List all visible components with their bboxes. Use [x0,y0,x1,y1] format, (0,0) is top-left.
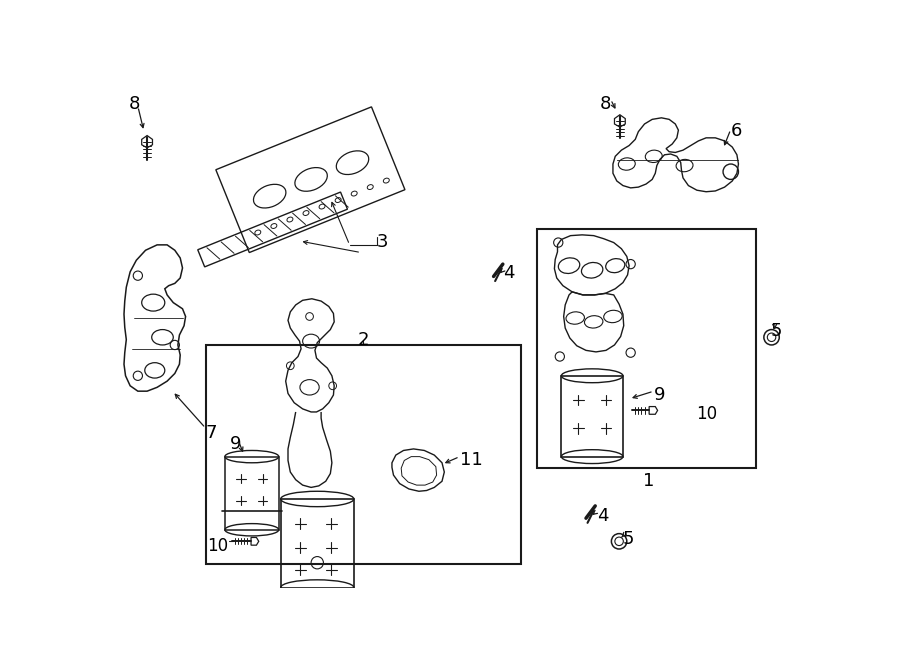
Text: 6: 6 [731,122,742,139]
Text: 10: 10 [207,537,229,555]
Text: 10: 10 [696,405,717,423]
Text: 8: 8 [129,95,140,113]
Text: 1: 1 [643,472,654,490]
Text: 8: 8 [599,95,611,113]
Text: 9: 9 [653,386,665,404]
Text: 7: 7 [205,424,217,442]
Text: 5: 5 [770,322,782,340]
Bar [536,229,756,468]
Text: 5: 5 [623,529,634,548]
Bar [281,499,354,588]
Text: 2: 2 [358,331,370,349]
Bar [562,375,623,457]
Text: 4: 4 [503,264,514,282]
Text: 3: 3 [376,233,388,251]
Bar [205,345,521,564]
Bar [225,457,279,529]
Text: 11: 11 [460,451,482,469]
Text: 9: 9 [230,435,242,453]
Text: 4: 4 [598,507,609,525]
